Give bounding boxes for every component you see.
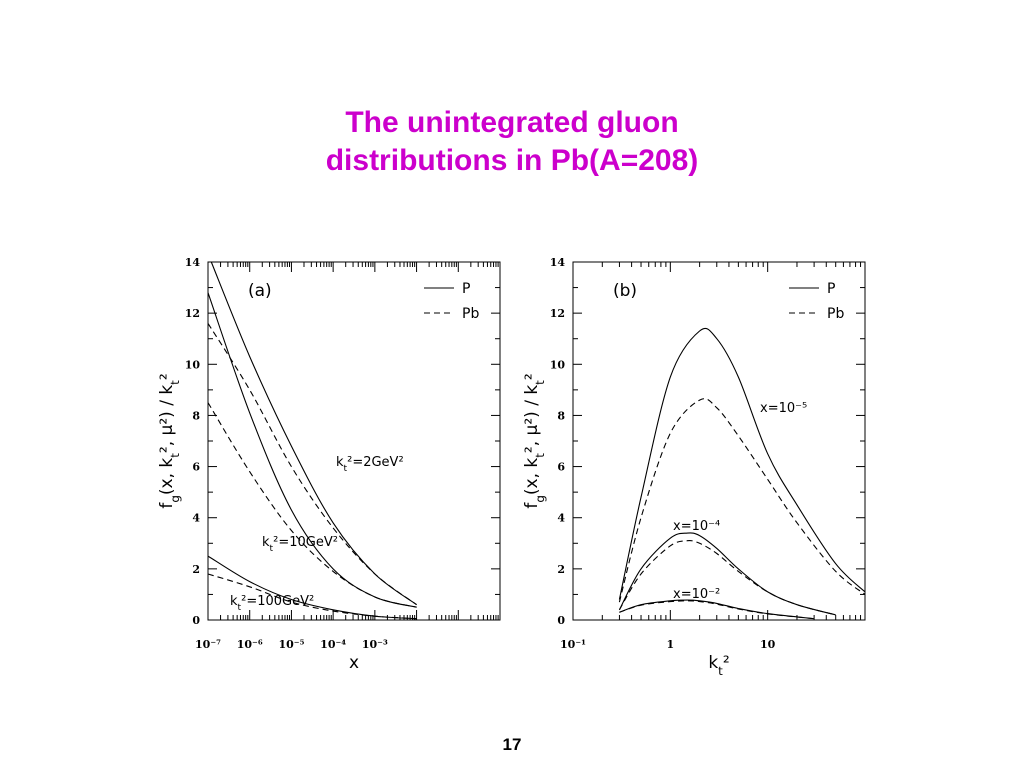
y-tick-label: 0 (557, 614, 565, 627)
legend-label: Pb (827, 306, 844, 322)
series-line-solid (207, 292, 417, 608)
slide-title: The unintegrated gluon distributions in … (212, 104, 812, 180)
chart-b-svg: 0 2 4 6 8 10 12 14 10⁻¹ 1 10 (b) P Pb x=10⁻⁵ x=10⁻⁴ x=10… (522, 256, 866, 678)
y-tick-label: 6 (192, 461, 200, 474)
y-tick-label: 8 (192, 409, 200, 422)
curve-annotation: x=10⁻² (673, 587, 720, 602)
plot-frame (572, 261, 866, 621)
series-line-solid (618, 327, 866, 600)
curve-annotation: kt²=2GeV² (336, 455, 404, 474)
y-tick-label: 12 (550, 307, 565, 320)
slide-title-line-2: distributions in Pb(A=208) (325, 144, 699, 177)
legend-label: Pb (462, 306, 479, 322)
y-axis-label: fg(x, kt², μ²) / kt² (157, 373, 182, 508)
curve-annotation: kt²=10GeV² (262, 535, 338, 554)
legend-label: P (462, 281, 470, 297)
page-number: 17 (502, 735, 522, 754)
series-line-solid (210, 261, 417, 606)
x-tick-label: 10⁻¹ (560, 638, 586, 651)
series-line-dashed (207, 323, 417, 606)
y-tick-label: 8 (557, 409, 565, 422)
x-tick-label: 10⁻³ (362, 638, 388, 651)
panel-label: (b) (613, 281, 637, 301)
chart-panel-a: 0 2 4 6 8 10 12 14 10⁻⁷ 10⁻⁶ 10⁻⁵ 10⁻⁴ 10⁻³ (a) P Pb kt²… (150, 240, 510, 680)
legend-label: P (827, 281, 835, 297)
y-tick-label: 14 (550, 256, 566, 269)
x-tick-label: 10⁻⁷ (195, 638, 221, 651)
panel-label: (a) (248, 281, 272, 301)
y-tick-label: 4 (192, 512, 200, 525)
y-tick-label: 6 (557, 461, 565, 474)
x-tick-label: 10⁻⁵ (278, 638, 304, 651)
y-tick-label: 0 (192, 614, 200, 627)
slide-title-line-1: The unintegrated gluon (345, 106, 679, 139)
x-tick-label: 10⁻⁴ (320, 638, 346, 651)
y-tick-label: 2 (192, 563, 200, 576)
curve-annotation: x=10⁻⁴ (673, 519, 720, 534)
y-tick-label: 12 (185, 307, 200, 320)
curve-annotation: x=10⁻⁵ (760, 401, 807, 416)
y-axis-label: fg(x, kt², μ²) / kt² (522, 373, 547, 508)
x-tick-label: 10⁻⁶ (237, 638, 263, 651)
series-line-dashed (619, 600, 815, 620)
x-tick-label: 1 (667, 638, 675, 651)
curve-annotation: kt²=100GeV² (230, 594, 314, 613)
chart-panel-b: 0 2 4 6 8 10 12 14 10⁻¹ 1 10 (b) P Pb x=10⁻⁵ x=10⁻⁴ x=10… (515, 240, 875, 680)
chart-a-svg: 0 2 4 6 8 10 12 14 10⁻⁷ 10⁻⁶ 10⁻⁵ 10⁻⁴ 10⁻³ (a) P Pb kt²… (157, 256, 501, 673)
y-tick-label: 10 (550, 358, 566, 371)
plot-frame (207, 261, 501, 621)
series-line-dashed (618, 540, 836, 616)
y-tick-label: 10 (185, 358, 201, 371)
y-tick-label: 14 (185, 256, 201, 269)
series-line-solid (207, 555, 417, 620)
x-tick-label: 10 (760, 638, 776, 651)
y-tick-label: 4 (557, 512, 565, 525)
y-tick-label: 2 (557, 563, 565, 576)
x-axis-label: x (349, 653, 359, 673)
x-axis-label: kt² (708, 653, 729, 678)
series-line-dashed (618, 398, 866, 603)
series-line-dashed (207, 402, 417, 608)
